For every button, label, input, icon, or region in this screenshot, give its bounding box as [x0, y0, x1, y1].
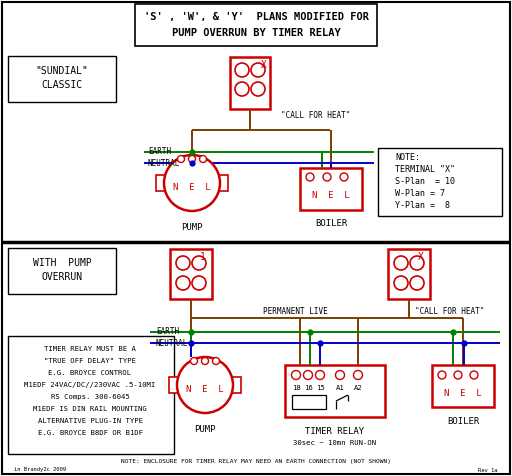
Bar: [432, 365, 494, 407]
Text: OVERRUN: OVERRUN: [41, 272, 82, 282]
Text: 30sec ~ 10mn RUN-ON: 30sec ~ 10mn RUN-ON: [293, 440, 376, 446]
Text: M1EDF IS DIN RAIL MOUNTING: M1EDF IS DIN RAIL MOUNTING: [33, 406, 147, 412]
Text: TERMINAL "X": TERMINAL "X": [395, 166, 455, 175]
Text: 18: 18: [292, 385, 301, 391]
Text: W-Plan = 7: W-Plan = 7: [395, 189, 445, 198]
Text: N  E  L: N E L: [312, 191, 350, 200]
Text: Rev 1a: Rev 1a: [479, 467, 498, 473]
Text: 'S' , 'W', & 'Y'  PLANS MODIFIED FOR: 'S' , 'W', & 'Y' PLANS MODIFIED FOR: [143, 12, 369, 22]
Text: PUMP OVERRUN BY TIMER RELAY: PUMP OVERRUN BY TIMER RELAY: [172, 28, 340, 38]
Text: ALTERNATIVE PLUG-IN TYPE: ALTERNATIVE PLUG-IN TYPE: [37, 418, 142, 424]
Text: X: X: [261, 60, 267, 70]
Text: "SUNDIAL": "SUNDIAL": [35, 66, 89, 76]
Text: X: X: [418, 252, 424, 262]
Circle shape: [177, 357, 233, 413]
Circle shape: [454, 371, 462, 379]
Circle shape: [192, 256, 206, 270]
Text: NEUTRAL: NEUTRAL: [148, 159, 180, 168]
Text: 1: 1: [200, 252, 206, 262]
Bar: [292, 395, 326, 409]
Circle shape: [176, 276, 190, 290]
Circle shape: [251, 82, 265, 96]
Text: "CALL FOR HEAT": "CALL FOR HEAT": [415, 307, 485, 317]
Text: EARTH: EARTH: [148, 148, 171, 157]
Bar: [231, 377, 241, 393]
Text: PUMP: PUMP: [194, 425, 216, 434]
Text: NEUTRAL: NEUTRAL: [156, 338, 188, 347]
Circle shape: [202, 357, 208, 365]
Circle shape: [394, 256, 408, 270]
Circle shape: [190, 357, 198, 365]
Text: PUMP: PUMP: [181, 222, 203, 231]
Text: PERMANENT LIVE: PERMANENT LIVE: [263, 307, 327, 317]
Text: NOTE: ENCLOSURE FOR TIMER RELAY MAY NEED AN EARTH CONNECTION (NOT SHOWN): NOTE: ENCLOSURE FOR TIMER RELAY MAY NEED…: [121, 459, 391, 465]
Text: M1EDF 24VAC/DC//230VAC .5-10MI: M1EDF 24VAC/DC//230VAC .5-10MI: [25, 382, 156, 388]
Bar: [378, 148, 502, 216]
Text: BOILER: BOILER: [447, 416, 479, 426]
Text: NOTE:: NOTE:: [395, 153, 420, 162]
Circle shape: [251, 63, 265, 77]
Circle shape: [340, 173, 348, 181]
Bar: [156, 175, 166, 191]
Text: Y-Plan =  8: Y-Plan = 8: [395, 201, 450, 210]
Text: in Brandy2c 2009: in Brandy2c 2009: [14, 467, 66, 473]
Text: N  E  L: N E L: [444, 388, 482, 397]
Circle shape: [470, 371, 478, 379]
Circle shape: [315, 370, 325, 379]
Bar: [8, 336, 174, 454]
Circle shape: [200, 156, 206, 162]
Circle shape: [235, 63, 249, 77]
Circle shape: [291, 370, 301, 379]
Text: E.G. BROYCE CONTROL: E.G. BROYCE CONTROL: [49, 370, 132, 376]
Circle shape: [306, 173, 314, 181]
Bar: [135, 4, 377, 46]
Circle shape: [178, 156, 184, 162]
Text: TIMER RELAY: TIMER RELAY: [306, 426, 365, 436]
Circle shape: [394, 276, 408, 290]
Bar: [388, 249, 430, 299]
Bar: [300, 168, 362, 210]
Text: CLASSIC: CLASSIC: [41, 80, 82, 90]
Circle shape: [176, 256, 190, 270]
Circle shape: [164, 155, 220, 211]
Bar: [8, 248, 116, 294]
Circle shape: [438, 371, 446, 379]
Text: A2: A2: [354, 385, 362, 391]
Bar: [230, 57, 270, 109]
Circle shape: [304, 370, 312, 379]
Bar: [169, 377, 179, 393]
Circle shape: [410, 256, 424, 270]
Text: A1: A1: [336, 385, 345, 391]
Circle shape: [353, 370, 362, 379]
Text: 16: 16: [304, 385, 312, 391]
Circle shape: [410, 276, 424, 290]
Circle shape: [212, 357, 220, 365]
Text: BOILER: BOILER: [315, 219, 347, 228]
Circle shape: [335, 370, 345, 379]
Circle shape: [188, 156, 196, 162]
Text: E.G. BROYCE B8DF OR B1DF: E.G. BROYCE B8DF OR B1DF: [37, 430, 142, 436]
Circle shape: [235, 82, 249, 96]
Bar: [285, 365, 385, 417]
Text: TIMER RELAY MUST BE A: TIMER RELAY MUST BE A: [44, 346, 136, 352]
Bar: [218, 175, 228, 191]
Text: RS Comps. 300-6045: RS Comps. 300-6045: [51, 394, 130, 400]
Text: "TRUE OFF DELAY" TYPE: "TRUE OFF DELAY" TYPE: [44, 358, 136, 364]
Text: N  E  L: N E L: [186, 385, 224, 394]
Text: "CALL FOR HEAT": "CALL FOR HEAT": [281, 111, 351, 120]
Circle shape: [192, 276, 206, 290]
Bar: [8, 56, 116, 102]
Text: 15: 15: [315, 385, 325, 391]
Bar: [170, 249, 212, 299]
Text: N  E  L: N E L: [173, 182, 211, 191]
Text: WITH  PUMP: WITH PUMP: [33, 258, 91, 268]
Circle shape: [323, 173, 331, 181]
Text: EARTH: EARTH: [156, 327, 179, 337]
Text: S-Plan  = 10: S-Plan = 10: [395, 178, 455, 187]
